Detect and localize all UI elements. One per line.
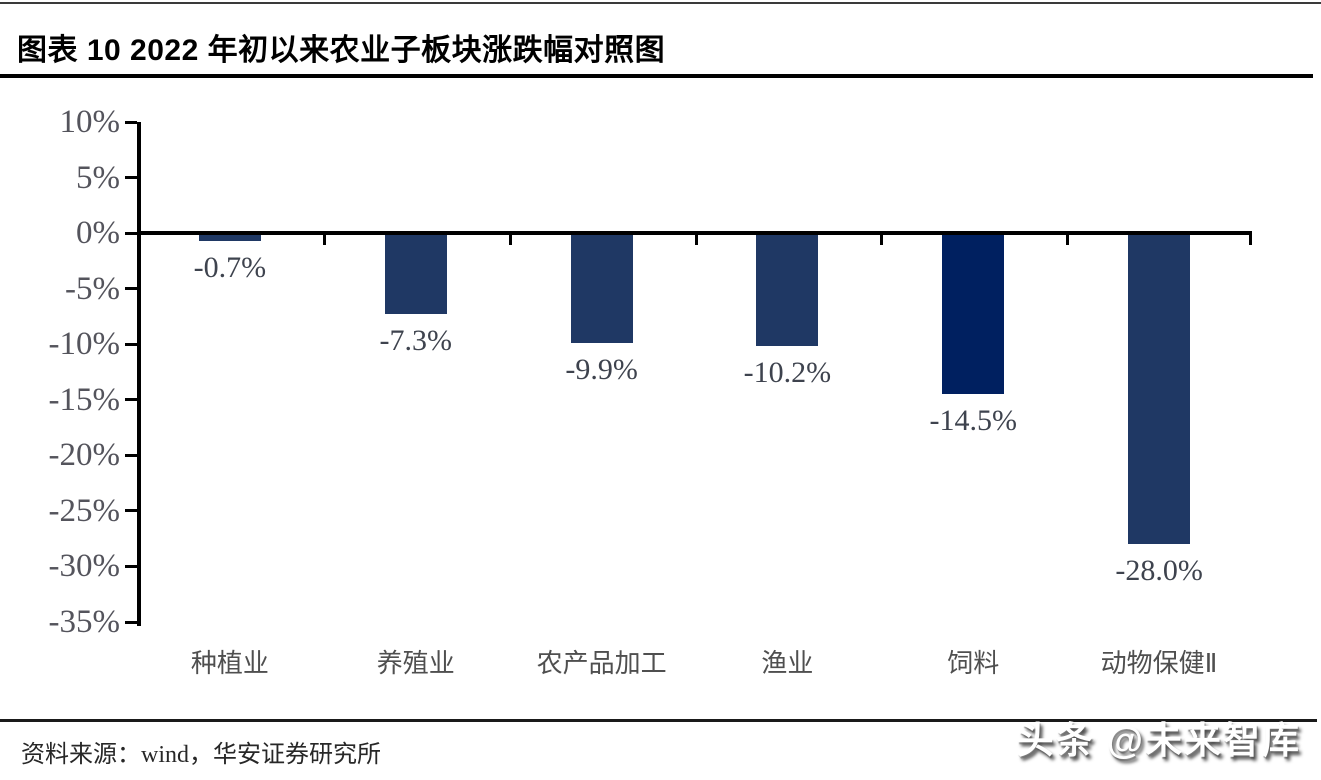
y-axis-label: -30% xyxy=(48,548,120,585)
title-underline xyxy=(0,74,1313,78)
y-axis-line xyxy=(137,122,141,626)
x-axis-tick xyxy=(694,231,698,246)
plot-area: -0.7% -7.3% -9.9% -10.2% -14.5% -28.0% xyxy=(125,120,1252,626)
bar-value-label: -7.3% xyxy=(379,324,452,358)
chart-title: 图表 10 2022 年初以来农业子板块涨跌幅对照图 xyxy=(17,34,666,67)
x-axis-tick xyxy=(1066,231,1070,246)
x-axis-tick xyxy=(1249,231,1252,246)
y-axis-tick xyxy=(125,231,137,235)
y-axis-label: -5% xyxy=(65,270,120,307)
y-axis-label: 5% xyxy=(76,159,120,196)
category-label: 农产品加工 xyxy=(536,649,667,678)
y-axis-tick xyxy=(125,509,137,513)
category-label: 种植业 xyxy=(190,649,269,678)
y-axis-label: -15% xyxy=(48,381,120,418)
y-axis-tick xyxy=(125,564,137,568)
bar-5 xyxy=(1128,233,1191,545)
bottom-border xyxy=(0,719,1317,722)
bar-value-label: -10.2% xyxy=(743,356,832,390)
watermark: 头条 @未来智库 xyxy=(1016,720,1301,761)
y-axis-label: -20% xyxy=(48,437,120,474)
bar-value-label: -9.9% xyxy=(565,353,638,387)
y-axis-label: 10% xyxy=(59,104,121,140)
category-label: 渔业 xyxy=(761,649,814,678)
bar-1 xyxy=(384,233,447,315)
x-axis-zero-line xyxy=(137,231,1252,236)
category-axis: 种植业 养殖业 农产品加工 渔业 饲料 动物保健Ⅱ xyxy=(137,643,1252,678)
y-axis-label: 0% xyxy=(76,215,120,252)
top-border xyxy=(0,2,1321,4)
bar-2 xyxy=(570,233,633,344)
bar-4 xyxy=(942,233,1005,395)
bar-value-label: -28.0% xyxy=(1115,554,1203,588)
y-axis-tick xyxy=(125,342,137,346)
bar-value-label: -14.5% xyxy=(929,404,1017,438)
y-axis-label: -35% xyxy=(48,604,120,640)
source-note: 资料来源：wind，华安证券研究所 xyxy=(21,742,381,768)
y-axis-label: -10% xyxy=(48,326,120,363)
x-axis-tick xyxy=(508,231,512,246)
y-axis-tick xyxy=(125,398,137,402)
category-label: 养殖业 xyxy=(376,649,455,678)
y-axis-label: -25% xyxy=(48,492,120,529)
x-axis-tick xyxy=(137,231,140,246)
y-axis-tick xyxy=(125,287,137,291)
x-axis-tick xyxy=(880,231,884,246)
bar-value-label: -0.7% xyxy=(193,250,267,284)
y-axis-tick xyxy=(125,620,137,624)
category-label: 饲料 xyxy=(947,649,1000,678)
bar-0 xyxy=(198,233,261,241)
y-axis-tick xyxy=(125,176,137,180)
bar-3 xyxy=(756,233,819,347)
y-axis-tick xyxy=(125,453,137,457)
category-label: 动物保健Ⅱ xyxy=(1100,649,1218,678)
y-axis-tick xyxy=(125,120,137,124)
x-axis-tick xyxy=(322,231,326,246)
